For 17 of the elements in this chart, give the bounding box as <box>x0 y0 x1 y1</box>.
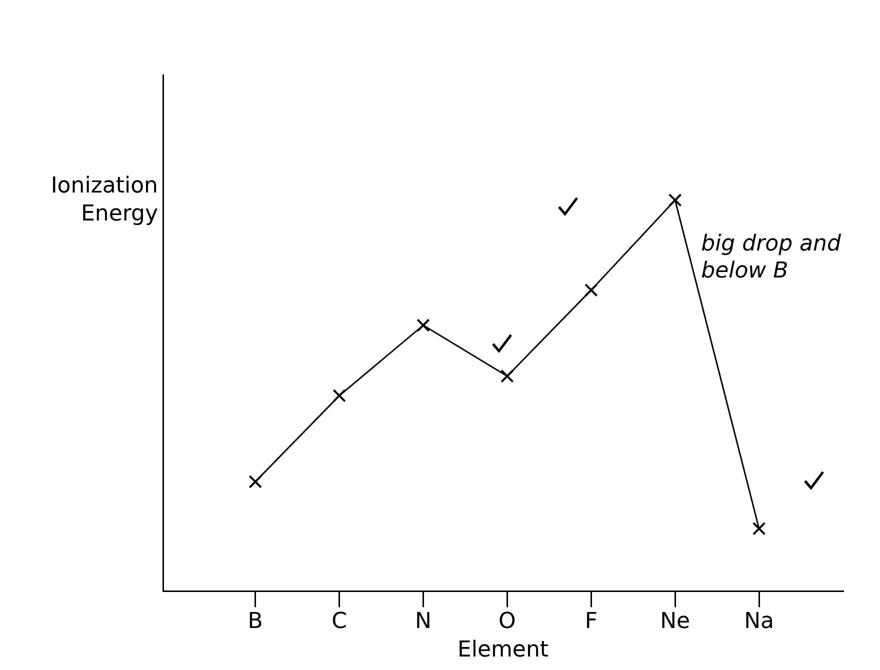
x-tick-label: C <box>332 609 347 634</box>
point <box>584 283 598 297</box>
point <box>668 193 682 207</box>
x-tick-label: N <box>415 609 432 634</box>
point <box>500 369 514 383</box>
y-axis-title: Ionization Energy <box>50 174 158 227</box>
point <box>248 475 262 488</box>
x-tick-label: B <box>248 609 263 634</box>
point <box>752 522 766 536</box>
point <box>332 389 346 402</box>
point <box>416 318 430 332</box>
x-tick-label: Ne <box>660 609 690 634</box>
x-tick-label: F <box>584 609 598 634</box>
x-tick-label: O <box>498 609 516 634</box>
annotation: big drop and below B <box>701 232 842 284</box>
x-axis-title: Element <box>457 638 549 663</box>
x-tick-label: Na <box>744 609 774 634</box>
